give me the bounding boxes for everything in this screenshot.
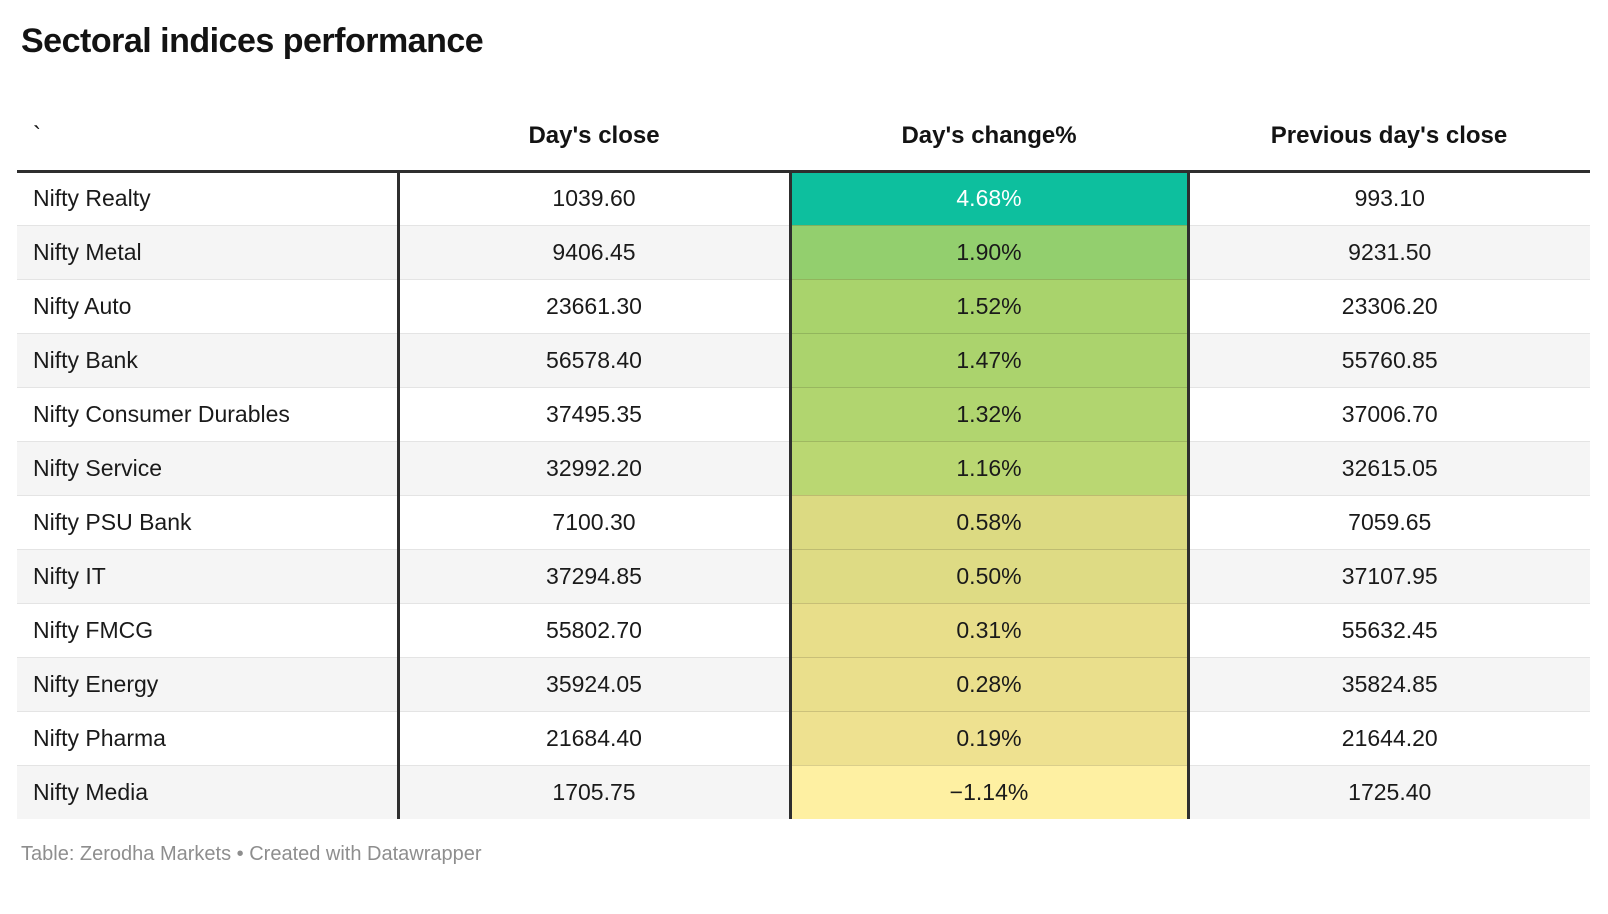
days-close-cell: 7100.30 [396, 494, 790, 549]
days-close-cell: 21684.40 [396, 710, 790, 765]
table-row: Nifty Pharma 21684.40 0.19% 21644.20 [17, 710, 1590, 765]
table-row: Nifty Consumer Durables 37495.35 1.32% 3700… [17, 386, 1590, 441]
previous-close-cell: 7059.65 [1186, 494, 1590, 549]
table-row: Nifty Metal 9406.45 1.90% 9231.50 [17, 224, 1590, 279]
table-row: Nifty FMCG 55802.70 0.31% 55632.45 [17, 602, 1590, 657]
previous-close-cell: 993.10 [1186, 171, 1590, 225]
previous-close-cell: 37107.95 [1186, 548, 1590, 603]
index-name-cell: Nifty Metal [17, 224, 398, 279]
days-close-cell: 32992.20 [396, 440, 790, 495]
days-close-cell: 35924.05 [396, 656, 790, 711]
table-row: Nifty Realty 1039.60 4.68% 993.10 [17, 171, 1590, 225]
previous-close-cell: 32615.05 [1186, 440, 1590, 495]
days-change-cell: 1.52% [788, 278, 1188, 333]
previous-close-cell: 9231.50 [1186, 224, 1590, 279]
days-change-cell: −1.14% [788, 764, 1188, 819]
previous-close-cell: 1725.40 [1186, 764, 1590, 819]
column-header-previous-days-close: Previous day's close [1270, 122, 1508, 150]
table-row: Nifty Media 1705.75 −1.14% 1725.40 [17, 764, 1590, 819]
days-close-cell: 1705.75 [396, 764, 790, 819]
previous-close-cell: 21644.20 [1186, 710, 1590, 765]
index-name-cell: Nifty Consumer Durables [17, 386, 398, 441]
days-change-cell: 1.16% [788, 440, 1188, 495]
index-name-cell: Nifty Pharma [17, 710, 398, 765]
days-change-cell: 0.31% [788, 602, 1188, 657]
column-header-days-change: Day's change% [901, 122, 1077, 150]
datawrapper-table-widget: Sectoral indices performance ` Day's clo… [17, 22, 1590, 865]
table-body: Nifty Realty 1039.60 4.68% 993.10 Nifty Meta… [17, 171, 1590, 819]
days-change-cell: 0.28% [788, 656, 1188, 711]
days-change-cell: 0.50% [788, 548, 1188, 603]
index-name-cell: Nifty FMCG [17, 602, 398, 657]
days-close-cell: 23661.30 [396, 278, 790, 333]
index-name-cell: Nifty Service [17, 440, 398, 495]
previous-close-cell: 37006.70 [1186, 386, 1590, 441]
previous-close-cell: 55632.45 [1186, 602, 1590, 657]
days-change-cell: 1.90% [788, 224, 1188, 279]
sectoral-indices-table: ` Day's close Day's change% Previous day… [17, 103, 1590, 819]
index-name-cell: Nifty Auto [17, 278, 398, 333]
index-name-cell: Nifty IT [17, 548, 398, 603]
table-row: Nifty IT 37294.85 0.50% 37107.95 [17, 548, 1590, 603]
page-title: Sectoral indices performance [21, 22, 484, 60]
days-change-cell: 1.32% [788, 386, 1188, 441]
previous-close-cell: 55760.85 [1186, 332, 1590, 387]
table-row: Nifty Auto 23661.30 1.52% 23306.20 [17, 278, 1590, 333]
days-change-cell: 0.19% [788, 710, 1188, 765]
table-header: ` Day's close Day's change% Previous day… [17, 103, 1590, 171]
days-change-cell: 1.47% [788, 332, 1188, 387]
days-close-cell: 1039.60 [396, 171, 790, 225]
days-change-cell: 4.68% [788, 171, 1188, 225]
days-close-cell: 37294.85 [396, 548, 790, 603]
index-name-cell: Nifty Energy [17, 656, 398, 711]
previous-close-cell: 23306.20 [1186, 278, 1590, 333]
days-close-cell: 55802.70 [396, 602, 790, 657]
table-row: Nifty Bank 56578.40 1.47% 55760.85 [17, 332, 1590, 387]
table-row: Nifty Energy 35924.05 0.28% 35824.85 [17, 656, 1590, 711]
table-row: Nifty PSU Bank 7100.30 0.58% 7059.65 [17, 494, 1590, 549]
previous-close-cell: 35824.85 [1186, 656, 1590, 711]
days-close-cell: 56578.40 [396, 332, 790, 387]
days-change-cell: 0.58% [788, 494, 1188, 549]
index-name-cell: Nifty Realty [17, 171, 398, 225]
days-close-cell: 37495.35 [396, 386, 790, 441]
index-name-cell: Nifty Bank [17, 332, 398, 387]
column-header-index: ` [33, 122, 41, 150]
column-header-days-close: Day's close [528, 122, 660, 150]
index-name-cell: Nifty Media [17, 764, 398, 819]
days-close-cell: 9406.45 [396, 224, 790, 279]
table-attribution: Table: Zerodha Markets • Created with Da… [21, 843, 482, 865]
index-name-cell: Nifty PSU Bank [17, 494, 398, 549]
table-row: Nifty Service 32992.20 1.16% 32615.05 [17, 440, 1590, 495]
